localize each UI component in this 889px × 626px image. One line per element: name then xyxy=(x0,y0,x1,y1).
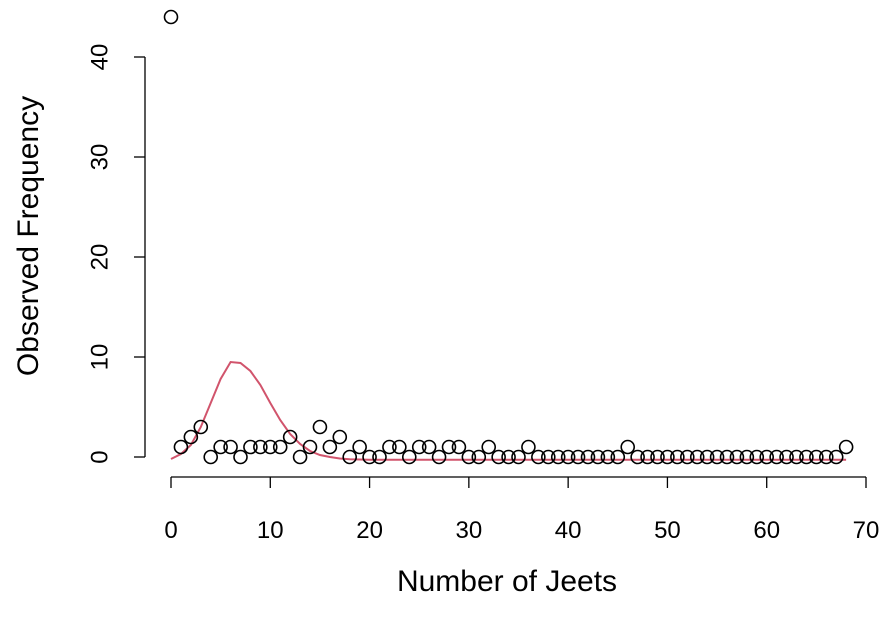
data-point xyxy=(193,419,209,435)
data-point xyxy=(511,449,526,465)
data-point xyxy=(580,449,596,465)
data-point xyxy=(719,449,735,465)
data-point xyxy=(451,439,467,455)
data-point xyxy=(828,449,844,465)
data-point xyxy=(411,439,427,455)
data-point xyxy=(560,449,576,465)
data-point xyxy=(799,449,814,465)
data-point xyxy=(421,439,437,455)
y-tick-label: 0 xyxy=(87,450,114,463)
x-tick-label: 50 xyxy=(654,517,681,544)
data-point xyxy=(610,449,626,465)
data-point xyxy=(173,439,189,455)
data-point xyxy=(570,449,586,465)
y-tick-label: 20 xyxy=(87,244,114,271)
y-tick-label: 40 xyxy=(87,44,114,71)
x-axis: 0 10 20 30 40 50 60 70 xyxy=(164,476,880,544)
data-point xyxy=(670,449,685,465)
data-point xyxy=(322,439,338,455)
data-point xyxy=(441,439,457,455)
data-point xyxy=(392,439,407,455)
data-point xyxy=(163,9,179,25)
data-point xyxy=(352,439,367,455)
data-point xyxy=(838,439,854,455)
data-point xyxy=(401,449,417,465)
data-point xyxy=(342,449,358,465)
x-tick-label: 30 xyxy=(456,517,483,544)
data-point xyxy=(282,429,298,445)
y-tick-label: 30 xyxy=(87,144,114,171)
data-point xyxy=(650,449,665,465)
data-point xyxy=(689,449,705,465)
data-point xyxy=(253,439,268,455)
data-point xyxy=(531,449,546,465)
data-point xyxy=(461,449,477,465)
data-point xyxy=(471,449,487,465)
points-group xyxy=(163,9,854,465)
x-tick-label: 20 xyxy=(356,517,383,544)
data-point xyxy=(739,449,755,465)
data-point xyxy=(749,449,765,465)
data-point xyxy=(600,449,616,465)
data-point xyxy=(809,449,824,465)
data-point xyxy=(779,449,794,465)
data-point xyxy=(620,439,636,455)
data-point xyxy=(769,449,784,465)
fitted-curve xyxy=(170,360,847,461)
data-point xyxy=(709,449,725,465)
x-tick-label: 10 xyxy=(257,517,284,544)
data-point xyxy=(699,449,715,465)
data-point xyxy=(382,439,397,455)
data-point xyxy=(223,439,238,455)
y-axis-label: Observed Frequency xyxy=(12,96,45,376)
data-point xyxy=(590,449,606,465)
data-point xyxy=(789,449,804,465)
fit-line-group xyxy=(170,360,847,461)
x-tick-label: 60 xyxy=(753,517,780,544)
data-point xyxy=(312,419,328,435)
data-point xyxy=(203,449,219,465)
data-point xyxy=(491,449,506,465)
data-point xyxy=(818,449,834,465)
data-point xyxy=(481,439,497,455)
data-point xyxy=(550,449,566,465)
y-tick-label: 10 xyxy=(87,344,114,371)
data-point xyxy=(332,429,348,445)
data-point xyxy=(213,439,228,455)
data-point xyxy=(521,439,536,455)
data-point xyxy=(759,449,775,465)
data-point xyxy=(292,449,308,465)
x-tick-label: 0 xyxy=(164,517,177,544)
data-point xyxy=(262,439,278,455)
data-point xyxy=(679,449,695,465)
data-point xyxy=(540,449,556,465)
y-axis: 0 10 20 30 40 xyxy=(87,44,146,464)
data-point xyxy=(243,439,258,455)
data-point xyxy=(729,449,745,465)
data-point xyxy=(362,449,377,465)
x-axis-label: Number of Jeets xyxy=(397,565,617,598)
data-point xyxy=(630,449,645,465)
data-point xyxy=(272,439,288,455)
data-point xyxy=(640,449,655,465)
data-point xyxy=(233,449,248,465)
data-point xyxy=(660,449,675,465)
x-tick-label: 70 xyxy=(853,517,880,544)
data-point xyxy=(372,449,387,465)
data-point xyxy=(501,449,516,465)
data-point xyxy=(302,439,318,455)
x-tick-label: 40 xyxy=(555,517,582,544)
data-point xyxy=(431,449,447,465)
data-point xyxy=(183,429,199,445)
